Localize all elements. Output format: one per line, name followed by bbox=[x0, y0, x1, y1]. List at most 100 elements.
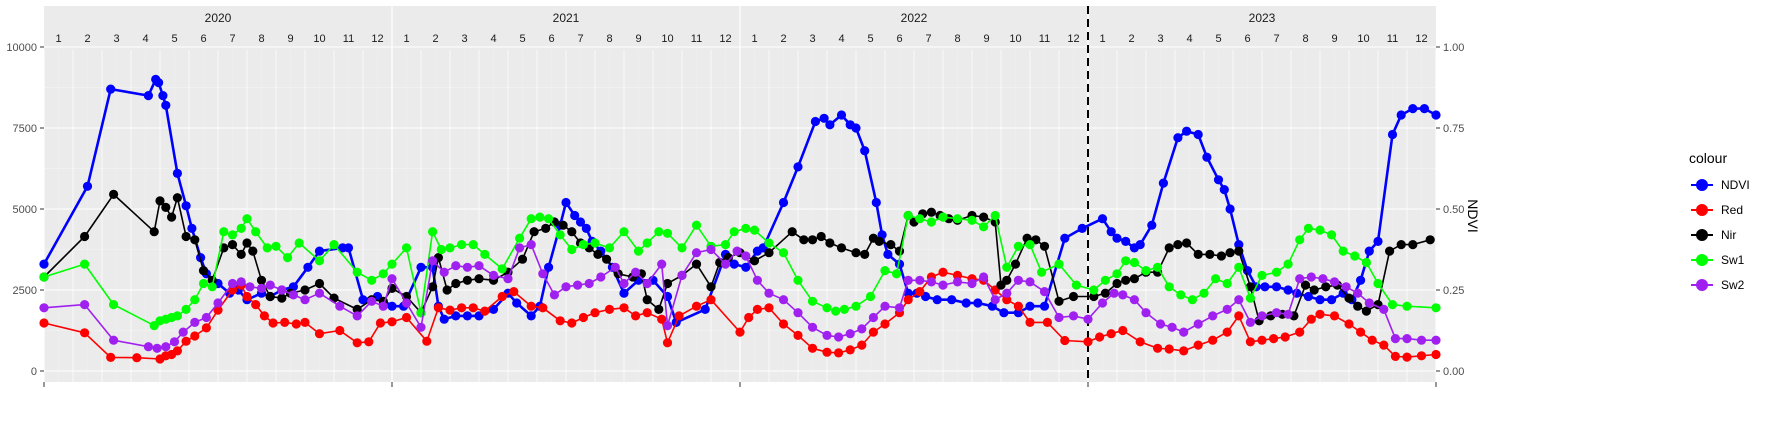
data-point bbox=[256, 275, 267, 285]
month-label: 1 bbox=[751, 33, 757, 45]
data-point bbox=[729, 259, 739, 269]
month-label: 5 bbox=[867, 33, 873, 45]
data-point bbox=[1039, 301, 1050, 311]
legend-title: colour bbox=[1689, 150, 1728, 166]
data-point bbox=[1416, 351, 1427, 361]
data-point bbox=[181, 231, 191, 242]
data-point bbox=[343, 243, 354, 253]
data-point bbox=[236, 223, 246, 233]
data-point bbox=[744, 312, 754, 323]
data-point bbox=[903, 295, 913, 305]
right-axis-title: NDVI bbox=[1465, 199, 1481, 232]
data-point bbox=[1164, 243, 1174, 253]
data-point bbox=[439, 314, 449, 324]
month-label: 4 bbox=[142, 33, 148, 45]
data-point bbox=[845, 345, 855, 355]
data-point bbox=[1271, 282, 1282, 292]
data-point bbox=[517, 254, 528, 264]
data-point bbox=[538, 269, 548, 279]
month-label: 10 bbox=[661, 33, 673, 45]
data-point bbox=[1060, 233, 1070, 243]
month-label: 3 bbox=[113, 33, 119, 45]
legend-label: Sw2 bbox=[1721, 277, 1745, 292]
data-point bbox=[1112, 269, 1122, 279]
data-point bbox=[952, 214, 963, 224]
data-point bbox=[1010, 259, 1021, 269]
month-label: 6 bbox=[1244, 33, 1250, 45]
data-point bbox=[706, 282, 716, 292]
month-label: 10 bbox=[313, 33, 325, 45]
data-point bbox=[1344, 293, 1354, 303]
data-point bbox=[874, 236, 884, 246]
data-point bbox=[172, 311, 182, 321]
data-point bbox=[1425, 235, 1435, 245]
series-sw1 bbox=[39, 210, 1441, 331]
data-point bbox=[1100, 275, 1110, 285]
data-point bbox=[387, 317, 397, 327]
data-point bbox=[1315, 225, 1325, 235]
data-point bbox=[1245, 317, 1255, 327]
data-point bbox=[503, 274, 513, 284]
data-point bbox=[1121, 236, 1131, 246]
data-point bbox=[1260, 282, 1270, 292]
data-point bbox=[367, 296, 377, 306]
data-point bbox=[691, 301, 702, 311]
data-point bbox=[352, 267, 362, 277]
data-point bbox=[654, 304, 664, 314]
data-point bbox=[1164, 282, 1174, 292]
data-point bbox=[80, 231, 90, 242]
data-point bbox=[1402, 334, 1412, 344]
data-point bbox=[213, 298, 223, 308]
data-point bbox=[1060, 335, 1070, 346]
data-point bbox=[265, 291, 275, 302]
data-point bbox=[314, 288, 325, 298]
series-group bbox=[39, 74, 1441, 364]
data-point bbox=[662, 338, 673, 348]
data-point bbox=[378, 301, 388, 311]
data-point bbox=[1039, 287, 1050, 297]
data-point bbox=[1037, 267, 1047, 277]
data-point bbox=[1211, 274, 1221, 284]
data-point bbox=[509, 287, 519, 297]
data-point bbox=[190, 331, 200, 341]
data-point bbox=[741, 251, 751, 261]
data-point bbox=[265, 280, 275, 290]
month-label: 2 bbox=[84, 33, 90, 45]
data-point bbox=[691, 248, 702, 258]
data-point bbox=[283, 253, 293, 263]
data-point bbox=[1271, 267, 1282, 277]
data-point bbox=[836, 243, 847, 253]
data-point bbox=[1295, 235, 1305, 245]
data-point bbox=[451, 278, 461, 289]
data-point bbox=[947, 295, 957, 305]
data-point bbox=[619, 303, 629, 313]
data-point bbox=[451, 311, 461, 321]
data-point bbox=[1025, 240, 1035, 250]
data-point bbox=[1013, 275, 1024, 285]
data-point bbox=[810, 116, 821, 127]
month-label: 6 bbox=[548, 33, 554, 45]
data-point bbox=[990, 210, 1000, 221]
month-label: 9 bbox=[983, 33, 989, 45]
data-point bbox=[291, 319, 301, 329]
data-point bbox=[938, 212, 948, 222]
data-point bbox=[39, 259, 49, 269]
data-point bbox=[871, 197, 881, 208]
data-point bbox=[1344, 319, 1354, 329]
data-point bbox=[1402, 352, 1412, 362]
month-label: 10 bbox=[1009, 33, 1021, 45]
data-point bbox=[1283, 259, 1293, 269]
data-point bbox=[581, 223, 591, 233]
data-point bbox=[462, 275, 472, 285]
data-point bbox=[1303, 291, 1313, 302]
data-point bbox=[749, 225, 760, 235]
data-point bbox=[868, 312, 879, 323]
data-point bbox=[990, 295, 1000, 305]
data-point bbox=[474, 274, 484, 284]
data-point bbox=[1280, 332, 1290, 342]
left-tick-label: 5000 bbox=[13, 204, 37, 216]
data-point bbox=[480, 249, 490, 259]
data-point bbox=[1283, 309, 1293, 319]
data-point bbox=[1153, 262, 1163, 272]
data-point bbox=[271, 241, 281, 251]
